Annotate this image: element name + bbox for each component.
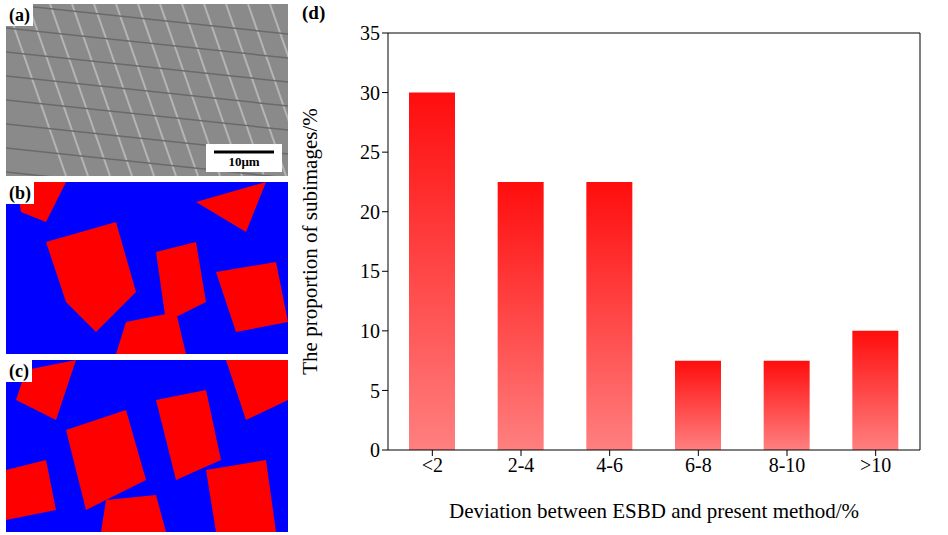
svg-text:>10: >10 (860, 454, 891, 476)
svg-text:15: 15 (360, 260, 380, 282)
svg-text:25: 25 (360, 141, 380, 163)
svg-text:20: 20 (360, 201, 380, 223)
svg-text:10: 10 (360, 320, 380, 342)
svg-text:5: 5 (370, 380, 380, 402)
svg-text:Deviation between ESBD and pre: Deviation between ESBD and present metho… (449, 499, 859, 523)
svg-text:2-4: 2-4 (508, 454, 535, 476)
html-text:(d): (d) (302, 2, 326, 23)
svg-text:<2: <2 (422, 454, 443, 476)
svg-text:4-6: 4-6 (596, 454, 623, 476)
svg-text:0: 0 (370, 439, 380, 461)
html-text:10μm: 10μm (228, 154, 260, 169)
html-text:(a): (a) (9, 5, 30, 25)
svg-text:35: 35 (360, 22, 380, 44)
html-text:(c): (c) (9, 361, 29, 381)
svg-text:30: 30 (360, 82, 380, 104)
svg-text:6-8: 6-8 (685, 454, 712, 476)
svg-text:8-10: 8-10 (769, 454, 806, 476)
svg-text:The proportion of subimages/%: The proportion of subimages/% (298, 108, 322, 375)
html-text:(b): (b) (9, 183, 31, 203)
